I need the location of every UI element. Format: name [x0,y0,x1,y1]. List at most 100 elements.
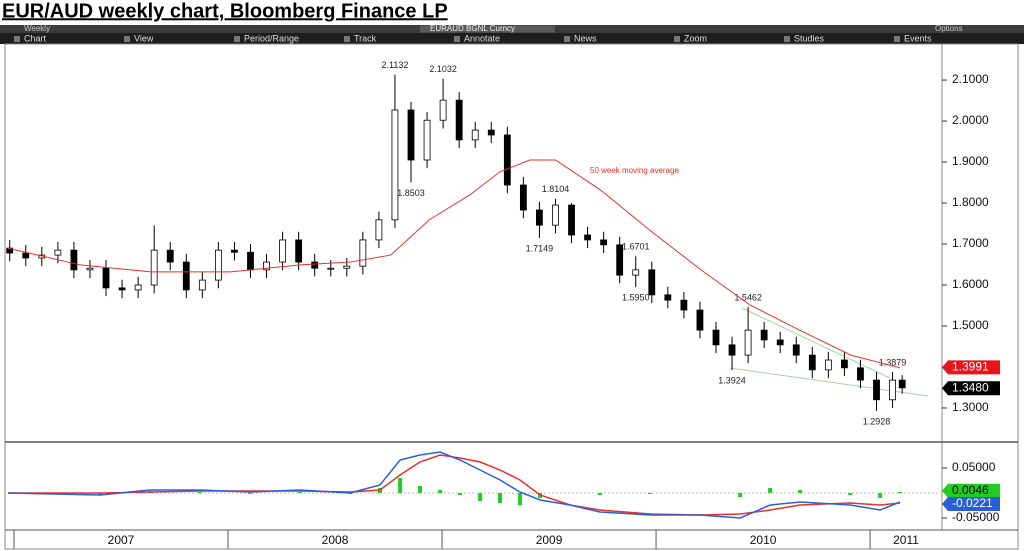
menu-icon[interactable] [674,36,680,42]
trendline [741,307,891,379]
security-label[interactable]: EURAUD BGNL Curncy [430,24,515,33]
y-tick-label: 2.1000 [952,72,989,86]
price-tag [942,483,1000,498]
candle-body [776,339,784,346]
y-tick-label: 1.6000 [952,277,989,291]
candle-body [503,134,511,186]
candle-body [279,239,286,263]
histogram-bar [248,493,253,494]
price-annotation: 1.5462 [734,292,762,302]
price-tag-label: -0.0221 [952,496,993,510]
histogram-bar [98,493,103,495]
menu-icon[interactable] [124,36,130,42]
y-tick-label: 1.9000 [952,154,989,168]
histogram-bar [648,493,653,494]
price-annotation: 2.1032 [429,64,457,74]
price-annotation: 1.6701 [622,242,650,252]
x-tick-label: 2009 [536,533,563,547]
histogram-bar [438,490,443,493]
menu-item[interactable]: Chart [24,33,47,43]
candle-body [889,379,896,401]
histogram-bar [417,486,422,493]
price-tag [942,381,1000,396]
candle-body [455,99,463,141]
candle-body [632,269,640,276]
menu-item[interactable]: Zoom [684,33,707,43]
price-annotation: 2.1132 [382,60,409,70]
candle-body [407,109,415,161]
candle-body [760,329,768,341]
chart-frame [4,43,1019,550]
candle-body [471,129,479,141]
price-annotation: 1.3879 [879,357,907,367]
toolbar-menu [0,33,1024,44]
menu-icon[interactable] [454,36,460,42]
candle-body [648,269,656,296]
period-label[interactable]: Weekly [24,24,50,33]
candle-body [343,265,351,269]
candle-body [552,204,559,226]
x-tick-label: 2008 [322,533,349,547]
candle-body [712,329,720,346]
candle-body [728,344,736,356]
menu-icon[interactable] [344,36,350,42]
histogram-bar [517,493,522,505]
menu-icon[interactable] [894,36,900,42]
candle-body [616,244,624,276]
candle-body [198,279,206,291]
candle-body [664,294,672,301]
menu-item[interactable]: Period/Range [244,33,299,43]
histogram-bar [498,493,503,503]
options-label[interactable]: Options [935,24,963,33]
price-annotation: 1.8104 [542,184,570,194]
y-tick-label: 1.8000 [952,195,989,209]
candle-body [311,261,319,269]
candle-body [792,344,800,356]
menu-icon[interactable] [564,36,570,42]
menu-item[interactable]: Studies [794,33,825,43]
candle-body [86,267,94,271]
candle-body [231,249,238,253]
price-tag [942,360,1000,375]
candle-body [680,299,688,311]
histogram-bar [898,492,903,493]
menu-item[interactable]: Track [354,33,377,43]
candle-body [54,249,62,256]
histogram-bar [597,493,602,495]
y-tick-label: 0.05000 [952,460,996,474]
candle-body [808,354,816,371]
histogram-bar [398,478,403,493]
menu-icon[interactable] [784,36,790,42]
candle-body [182,261,190,291]
menu-item[interactable]: View [134,33,154,43]
price-annotation: 1.2928 [863,416,891,426]
menu-icon[interactable] [14,36,20,42]
page-title: EUR/AUD weekly chart, Bloomberg Finance … [2,0,448,22]
price-tag-label: 1.3991 [952,360,989,374]
candle-body [70,249,78,271]
candle-body [118,287,126,291]
price-annotation: 1.8503 [397,188,425,198]
histogram-bar [768,488,773,493]
candle-body [295,239,303,263]
histogram-bar [458,493,463,495]
y-tick-label: 2.0000 [952,113,989,127]
menu-item[interactable]: Annotate [464,33,500,43]
menu-icon[interactable] [234,36,240,42]
y-tick-label: 1.3000 [952,400,989,414]
menu-item[interactable]: News [574,33,597,43]
candle-body [696,309,704,331]
histogram-bar [297,492,302,493]
candle-body [439,99,447,121]
menu-item[interactable]: Events [904,33,932,43]
candle-body [857,367,864,381]
candle-body [150,249,158,286]
x-tick-label: 2007 [108,533,135,547]
candle-body [359,239,367,267]
price-annotation: 1.5950 [622,292,650,302]
histogram-bar [738,493,743,497]
price-tag-label: 1.3480 [952,380,989,394]
histogram-bar [798,490,803,493]
